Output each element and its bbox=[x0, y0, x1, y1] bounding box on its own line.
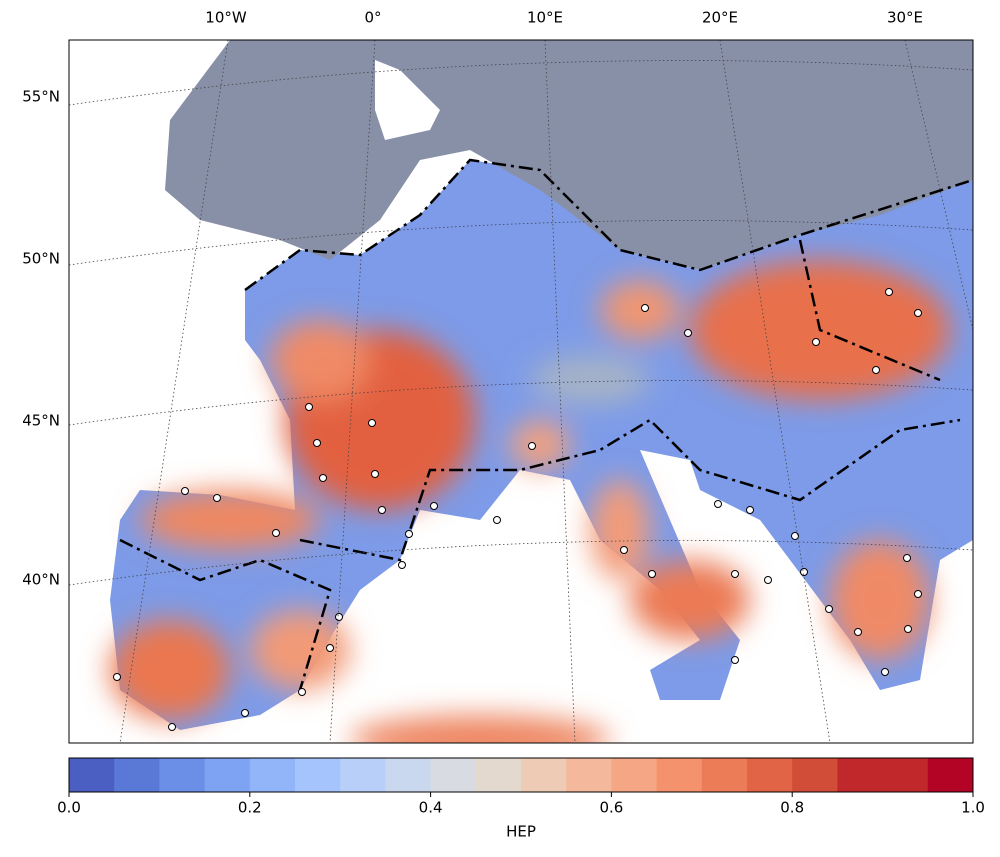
colorbar-bin bbox=[475, 758, 522, 792]
colorbar-bin bbox=[792, 758, 838, 792]
lon-label: 10°E bbox=[527, 9, 563, 27]
colorbar-bin bbox=[521, 758, 567, 792]
colorbar-bin bbox=[385, 758, 432, 792]
colorbar-bin bbox=[611, 758, 658, 792]
stations bbox=[113, 288, 922, 731]
colorbar-tick-label: 1.0 bbox=[961, 799, 985, 817]
lon-label: 10°W bbox=[205, 9, 247, 27]
colorbar-bin bbox=[701, 758, 748, 792]
colorbar-bin bbox=[159, 758, 206, 792]
colorbar: 0.0 0.2 0.4 0.6 0.8 1.0 bbox=[57, 757, 985, 817]
colorbar-bin bbox=[295, 758, 341, 792]
graticule bbox=[69, 40, 973, 743]
colorbar-tick-label: 0.2 bbox=[238, 799, 262, 817]
colorbar-bin bbox=[927, 758, 974, 792]
colorbar-bin bbox=[882, 758, 929, 792]
colorbar-bin bbox=[747, 758, 793, 792]
lat-label: 55°N bbox=[22, 88, 60, 106]
lat-label: 40°N bbox=[22, 571, 60, 589]
lon-label: 20°E bbox=[702, 9, 738, 27]
colorbar-bin bbox=[204, 758, 251, 792]
no-data-region bbox=[165, 40, 973, 270]
colorbar-bin bbox=[430, 758, 477, 792]
colorbar-tick-label: 0.8 bbox=[780, 799, 804, 817]
no-data-hole bbox=[375, 60, 440, 140]
colorbar-tick-label: 0.4 bbox=[419, 799, 443, 817]
colorbar-bin bbox=[656, 758, 703, 792]
colorbar-bin bbox=[837, 758, 884, 792]
colorbar-bin bbox=[69, 758, 115, 792]
lon-label: 0° bbox=[364, 9, 381, 27]
lon-label: 30°E bbox=[887, 9, 923, 27]
map-frame bbox=[68, 39, 974, 744]
colorbar-bin bbox=[340, 758, 386, 792]
region-borders bbox=[119, 158, 973, 691]
colorbar-tick-label: 0.0 bbox=[57, 799, 81, 817]
lat-label: 50°N bbox=[22, 250, 60, 268]
colorbar-label: HEP bbox=[506, 823, 536, 841]
colorbar-tick-label: 0.6 bbox=[599, 799, 623, 817]
map bbox=[69, 40, 973, 743]
colorbar-bin bbox=[249, 758, 296, 792]
colorbar-bin bbox=[114, 758, 160, 792]
colorbar-bin bbox=[566, 758, 612, 792]
lat-label: 45°N bbox=[22, 412, 60, 430]
colorbar-frame bbox=[68, 757, 974, 793]
